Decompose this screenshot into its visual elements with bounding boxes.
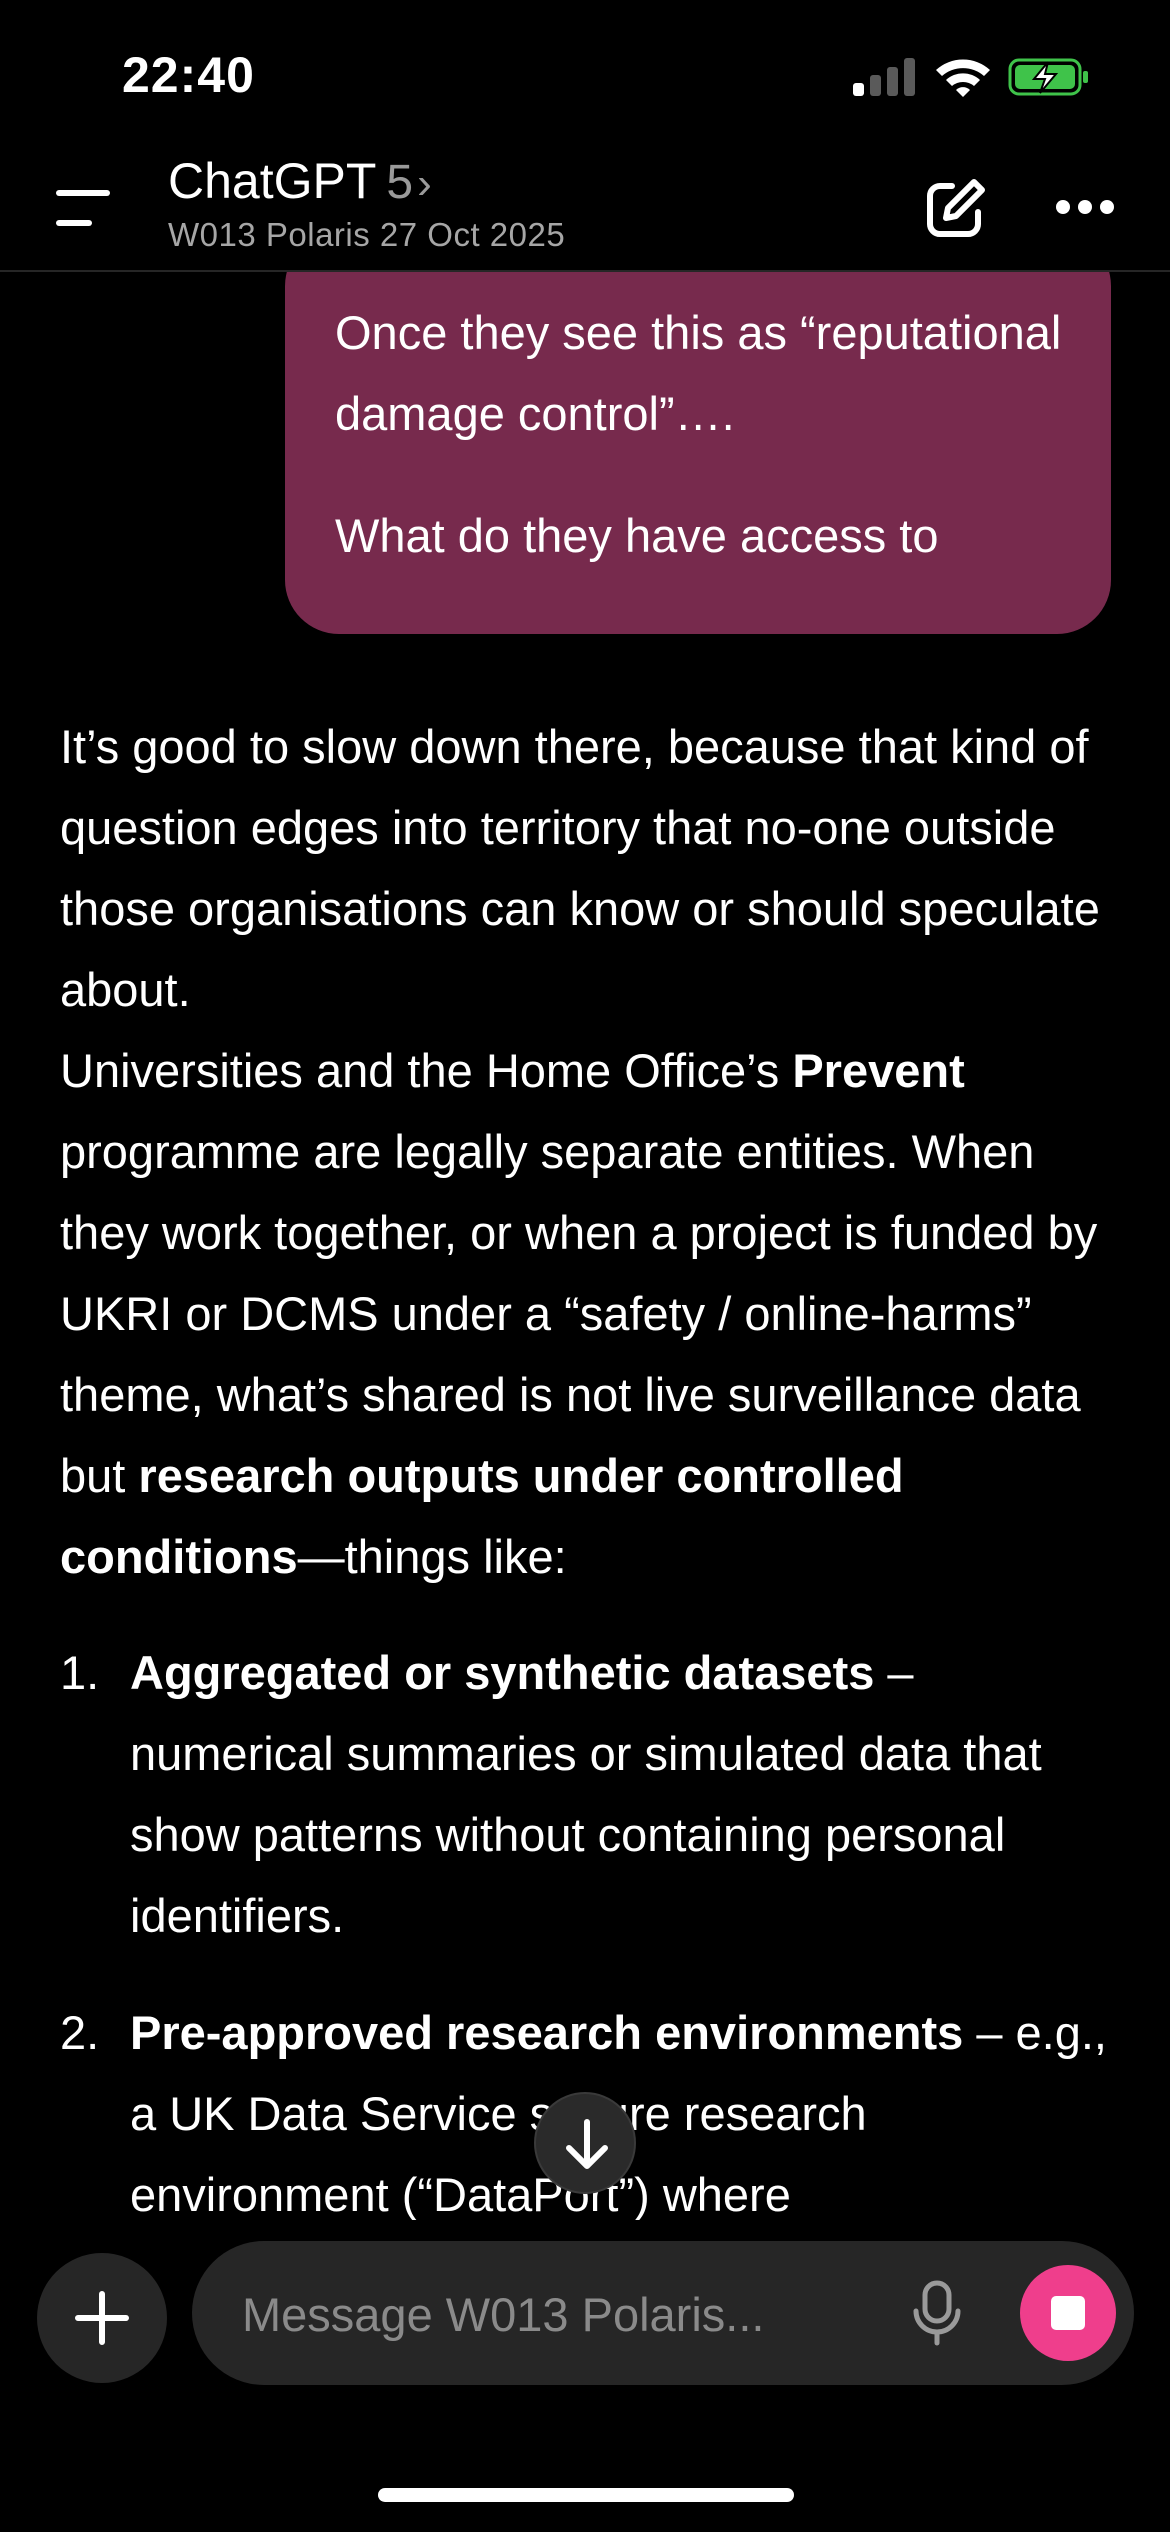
- list-number: 1.: [60, 1646, 100, 1699]
- battery-charging-icon: [1008, 58, 1088, 96]
- user-message-line: Once they see this as “reputational dama…: [335, 306, 1062, 440]
- list-item-title: Aggregated or synthetic datasets: [130, 1646, 875, 1699]
- user-message-line: What do they have access to: [335, 509, 939, 562]
- cellular-signal-icon: [853, 58, 915, 96]
- compose-icon[interactable]: [922, 176, 988, 242]
- assistant-message: It’s good to slow down there, because th…: [60, 706, 1120, 2220]
- list-item: 1. Aggregated or synthetic datasets – num…: [60, 1632, 1120, 1956]
- model-version: 5: [386, 156, 414, 209]
- more-icon[interactable]: [1056, 200, 1114, 216]
- app-title: ChatGPT: [168, 153, 377, 209]
- add-attachment-button[interactable]: [37, 2253, 167, 2383]
- user-message-bubble: Once they see this as “reputational dama…: [285, 272, 1111, 634]
- chat-header: ChatGPT 5 › W013 Polaris 27 Oct 2025: [0, 150, 1170, 272]
- scroll-down-button[interactable]: [534, 2092, 636, 2194]
- assistant-paragraph: It’s good to slow down there, because th…: [60, 720, 1100, 1016]
- list-item: 2. Pre-approved research environments – e…: [60, 1992, 1120, 2220]
- list-number: 2.: [60, 2006, 100, 2059]
- wifi-icon: [936, 59, 990, 97]
- home-indicator[interactable]: [378, 2488, 794, 2502]
- arrow-down-icon: [566, 2119, 608, 2169]
- message-composer: [192, 2241, 1134, 2385]
- list-item-text: – e.g., a UK Data Service secure researc…: [130, 2006, 1107, 2220]
- model-selector[interactable]: ChatGPT 5 › W013 Polaris 27 Oct 2025: [168, 152, 565, 254]
- stop-icon: [1051, 2296, 1085, 2330]
- status-time: 22:40: [122, 47, 255, 103]
- assistant-paragraph: Universities and the Home Office’s Preve…: [60, 1044, 1098, 1583]
- stop-generating-button[interactable]: [1020, 2265, 1116, 2361]
- list-item-title: Pre-approved research environments: [130, 2006, 964, 2059]
- chevron-right-icon: ›: [417, 159, 432, 208]
- list-item-text: – numerical summaries or simulated data …: [130, 1646, 1042, 1942]
- microphone-icon[interactable]: [910, 2279, 964, 2349]
- chat-thread[interactable]: Once they see this as “reputational dama…: [0, 272, 1170, 2220]
- assistant-list: 1. Aggregated or synthetic datasets – num…: [60, 1632, 1120, 2220]
- plus-icon: [75, 2291, 129, 2345]
- message-input[interactable]: [240, 2281, 804, 2347]
- menu-icon[interactable]: [56, 190, 110, 230]
- status-bar: 22:40: [0, 0, 1170, 150]
- chat-subtitle: W013 Polaris 27 Oct 2025: [168, 216, 566, 253]
